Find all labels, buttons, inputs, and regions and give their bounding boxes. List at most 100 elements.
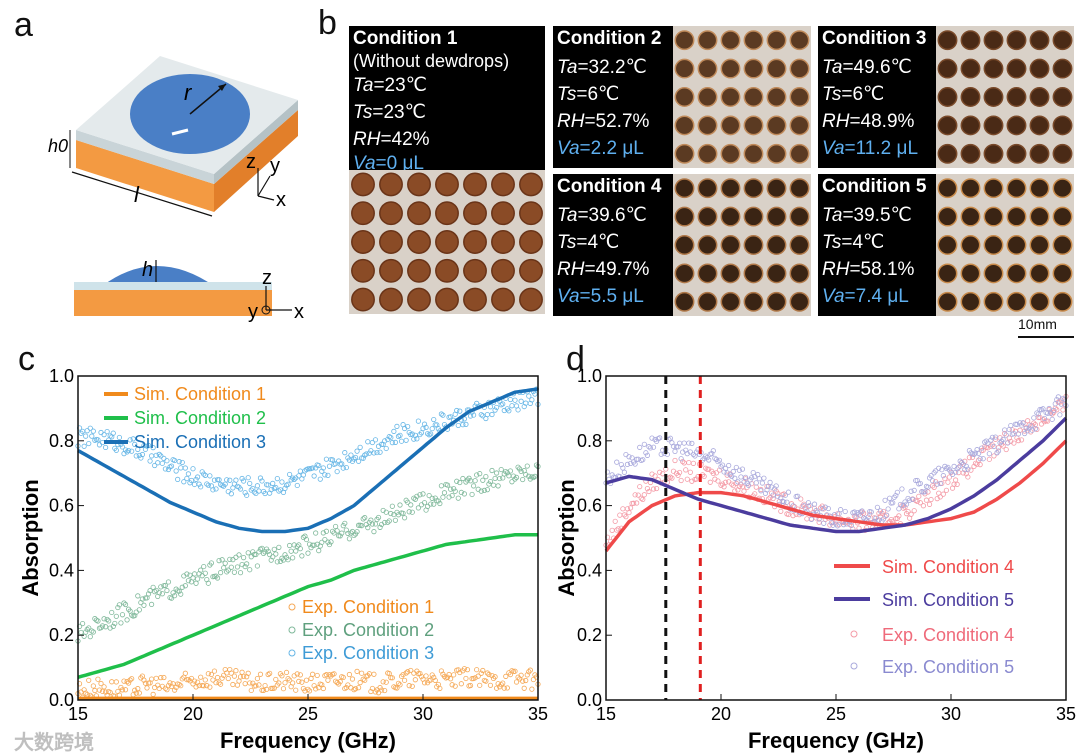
droplet-dot	[491, 230, 515, 254]
scatter-point	[529, 686, 535, 692]
scatter-point	[388, 510, 394, 517]
droplet-dot	[766, 30, 787, 51]
scatter-point	[718, 464, 724, 470]
scatter-point	[650, 444, 657, 450]
scatter-point	[354, 668, 360, 674]
droplet-dot	[937, 30, 958, 51]
scatter-point	[153, 675, 159, 681]
scatter-point	[188, 477, 195, 484]
scatter-point	[492, 475, 498, 482]
condition-2-title: Condition 2	[557, 28, 662, 49]
scatter-point	[726, 462, 732, 469]
scatter-point	[250, 549, 256, 555]
scatter-point	[202, 677, 208, 683]
droplet-dot	[789, 115, 810, 136]
droplet-dot	[1052, 206, 1073, 227]
droplet-dot	[697, 115, 718, 136]
droplet-dot	[937, 143, 958, 164]
x-tick-label: 25	[298, 704, 318, 724]
scatter-point	[375, 690, 382, 696]
scatter-point	[216, 680, 222, 686]
scatter-point	[1054, 396, 1060, 403]
scatter-point	[280, 686, 287, 692]
scatter-point	[406, 683, 412, 689]
scatter-point	[359, 523, 365, 529]
droplet-dot	[435, 230, 459, 254]
scatter-point	[841, 522, 847, 528]
scatter-point	[311, 683, 317, 689]
scatter-point	[378, 687, 385, 693]
droplet-dot	[674, 30, 695, 51]
scatter-point	[657, 435, 663, 441]
scatter-point	[529, 397, 535, 403]
condition-1-va: =0 μL	[375, 153, 425, 174]
scatter-point	[808, 516, 815, 522]
scatter-point	[187, 572, 193, 578]
droplet-dot	[766, 178, 787, 199]
cover-section	[74, 282, 272, 290]
scatter-point	[150, 691, 156, 697]
scatter-point	[273, 484, 279, 491]
x-tick-label: 15	[68, 704, 88, 724]
scatter-point	[331, 671, 337, 677]
scatter-point	[323, 672, 329, 678]
scatter-point	[438, 668, 444, 674]
scatter-point	[231, 569, 237, 575]
scatter-point	[615, 526, 621, 532]
x-tick-label: 25	[826, 704, 846, 724]
scatter-point	[704, 466, 710, 472]
series-line	[604, 439, 1068, 553]
scatter-point	[880, 516, 887, 522]
scatter-point	[733, 464, 739, 471]
droplet-dot	[960, 58, 981, 79]
scatter-point	[916, 493, 922, 499]
scatter-point	[230, 557, 236, 563]
scatter-point	[960, 470, 966, 476]
scatter-point	[135, 446, 141, 452]
scatter-point	[1060, 407, 1066, 413]
scatter-point	[228, 491, 234, 497]
scatter-point	[988, 437, 994, 443]
x-tick-label: 35	[1056, 704, 1076, 724]
droplet-dot	[983, 87, 1004, 107]
scatter-point	[99, 623, 106, 629]
scatter-point	[609, 527, 615, 533]
scatter-point	[303, 677, 310, 683]
condition-3-title: Condition 3	[822, 28, 927, 49]
scatter-point	[372, 437, 379, 443]
scatter-point	[741, 479, 747, 485]
scatter-point	[305, 686, 311, 692]
scatter-point	[753, 480, 759, 486]
scatter-point	[233, 554, 239, 560]
scatter-point	[894, 515, 900, 521]
scatter-point	[521, 685, 527, 691]
scatter-point	[928, 473, 934, 479]
scatter-point	[713, 470, 719, 476]
scatter-point	[320, 465, 326, 471]
scatter-point	[354, 529, 360, 535]
scatter-point	[150, 584, 156, 590]
scatter-point	[372, 521, 379, 527]
scatter-point	[403, 670, 409, 676]
droplet-dot	[766, 143, 787, 164]
scatter-point	[632, 461, 638, 467]
scatter-point	[159, 460, 165, 466]
scatter-point	[507, 468, 513, 474]
scatter-point	[95, 437, 101, 443]
droplet-dot	[379, 230, 403, 254]
y-tick-label: 0.0	[49, 690, 74, 710]
scatter-point	[362, 515, 368, 521]
scatter-point	[362, 452, 368, 458]
scatter-point	[383, 509, 389, 515]
scatter-point	[487, 682, 494, 688]
scatter-point	[225, 567, 231, 573]
y-tick-label: 0.2	[577, 625, 602, 645]
scatter-point	[374, 449, 380, 456]
scatter-point	[397, 432, 403, 438]
scatter-point	[837, 507, 844, 513]
scatter-point	[382, 687, 388, 694]
droplet-dot	[463, 230, 487, 254]
scatter-point	[323, 456, 329, 462]
scatter-point	[690, 460, 696, 466]
scatter-point	[260, 550, 267, 557]
